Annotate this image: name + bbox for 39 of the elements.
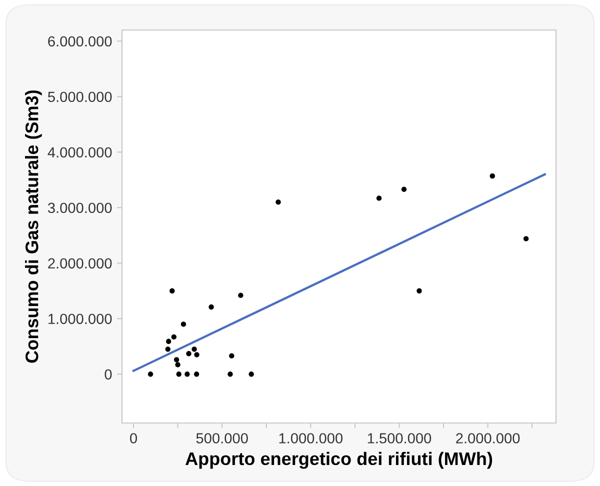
point bbox=[180, 322, 186, 327]
y-tick-label: 4.000.000 bbox=[48, 147, 112, 158]
x-tick-label: 500.000 bbox=[196, 433, 248, 444]
point bbox=[176, 372, 182, 377]
point bbox=[276, 199, 281, 205]
point bbox=[192, 346, 197, 352]
point bbox=[194, 372, 200, 377]
x-axis-title: Apporto energetico dei rifiuti (MWh) bbox=[185, 452, 492, 469]
point bbox=[228, 372, 233, 377]
y-tick-label: 1.000.000 bbox=[48, 314, 112, 324]
point bbox=[416, 288, 422, 294]
point bbox=[184, 372, 190, 377]
point bbox=[208, 304, 214, 310]
point bbox=[229, 353, 234, 358]
y-tick-label: 0 bbox=[104, 369, 112, 380]
point bbox=[165, 346, 170, 352]
point bbox=[175, 362, 180, 368]
x-tick-label: 1.000.000 bbox=[279, 433, 343, 444]
y-tick-label: 3.000.000 bbox=[48, 202, 112, 214]
y-tick-label: 2.000.000 bbox=[48, 258, 112, 269]
point bbox=[148, 372, 154, 377]
y-tick-label: 5.000.000 bbox=[48, 92, 112, 102]
point bbox=[170, 288, 175, 294]
point bbox=[171, 334, 176, 340]
point bbox=[401, 186, 407, 192]
point bbox=[238, 292, 244, 298]
point bbox=[248, 372, 254, 377]
x-tick-label: 1.500.000 bbox=[368, 433, 432, 444]
point bbox=[194, 352, 200, 358]
y-tick-label: 6.000.000 bbox=[48, 36, 112, 47]
point bbox=[174, 357, 180, 362]
y-axis-title: Consumo di Gas naturale (Sm3) bbox=[25, 90, 42, 363]
point bbox=[523, 236, 529, 242]
point bbox=[166, 338, 172, 344]
x-tick-label: 2.000.000 bbox=[456, 433, 520, 444]
point bbox=[186, 351, 192, 356]
x-tick-label: 0 bbox=[130, 433, 137, 444]
point bbox=[490, 173, 496, 179]
point bbox=[376, 196, 382, 201]
